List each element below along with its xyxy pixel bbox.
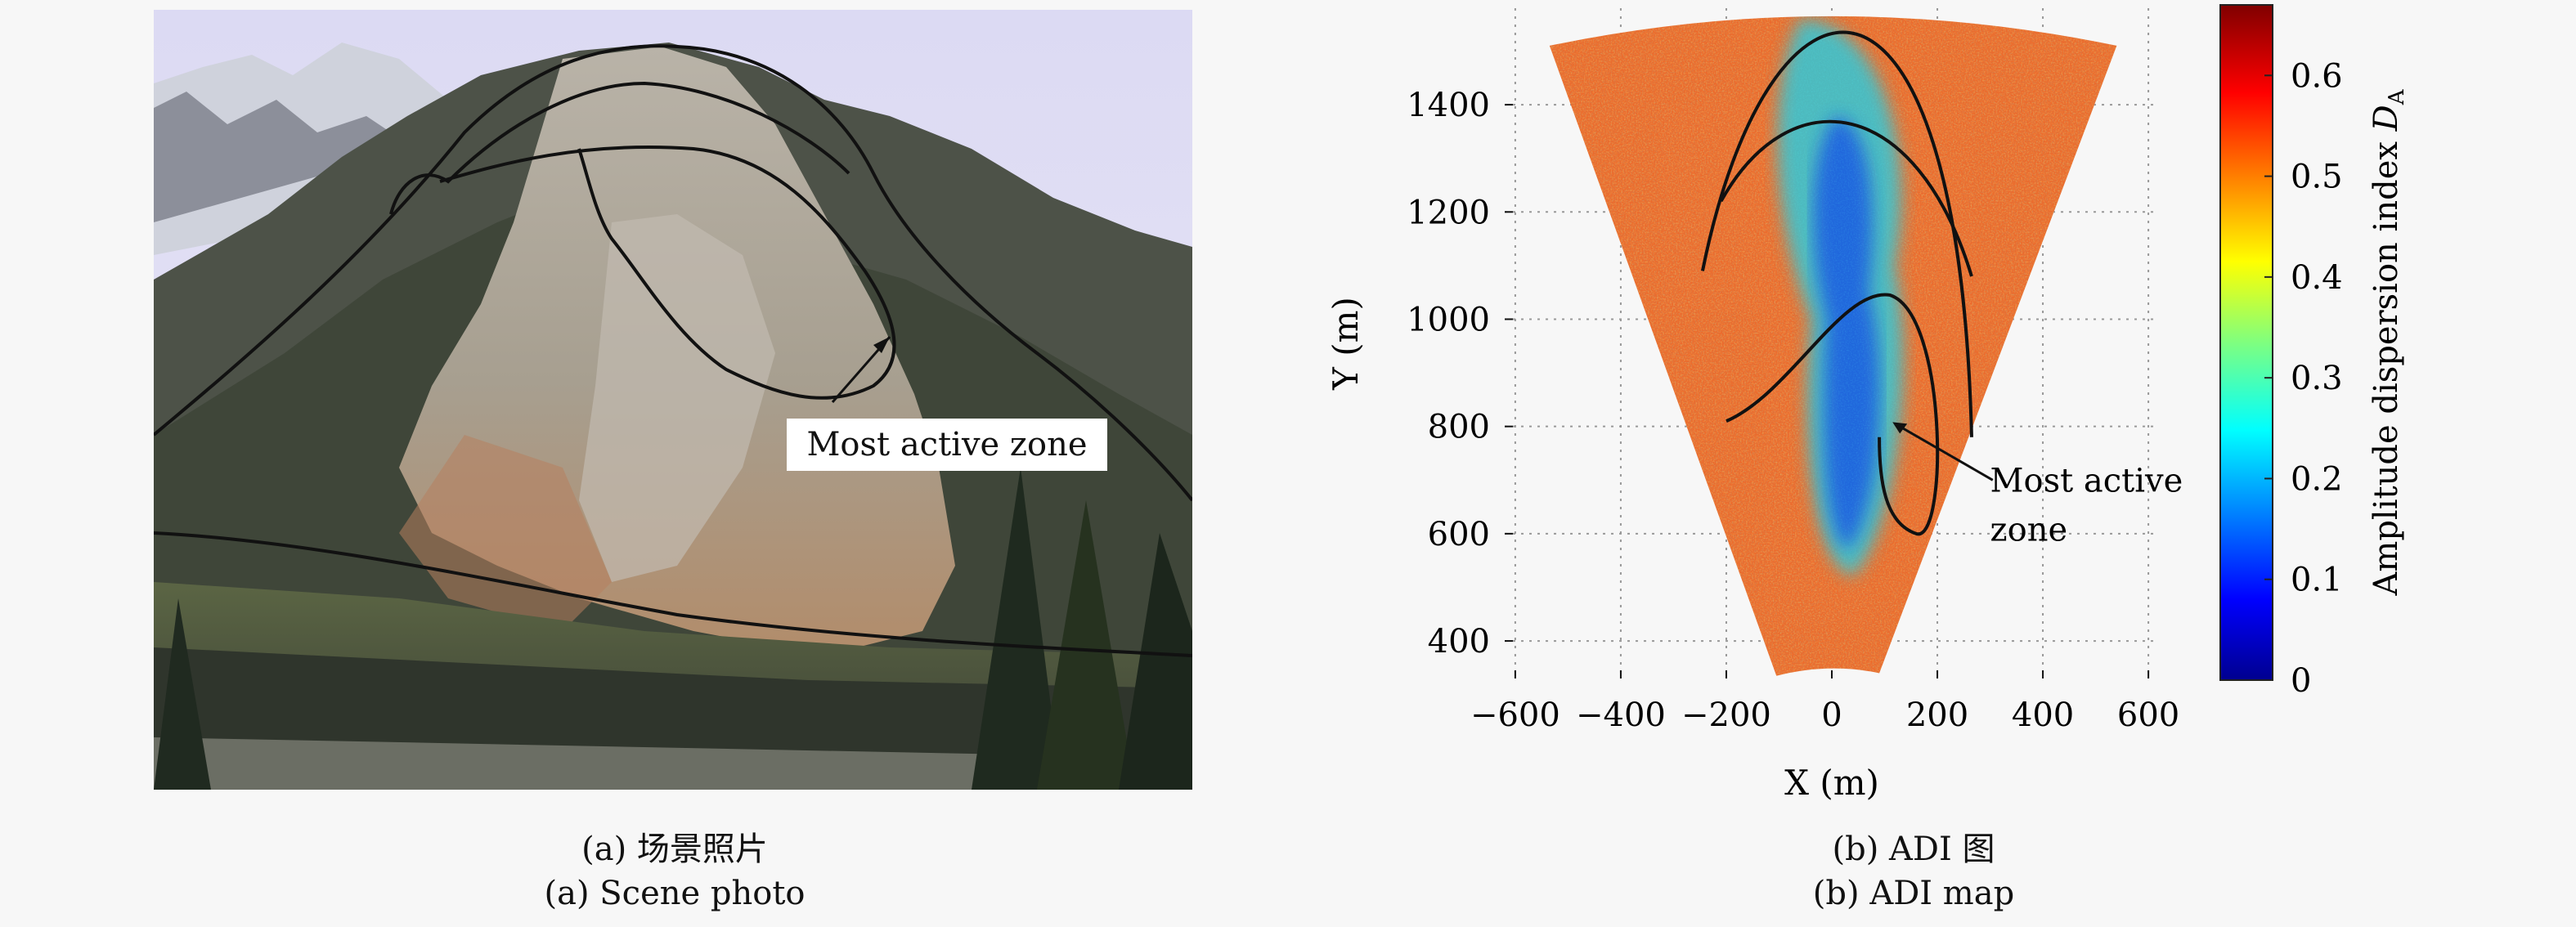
caption-b-en: (b) ADI map [1812, 875, 2015, 912]
y-tick-label: 1400 [1407, 87, 1490, 124]
y-tick-label: 400 [1428, 623, 1490, 661]
colorbar-tick-label: 0.3 [2291, 360, 2343, 397]
colorbar-tick-label: 0.6 [2291, 57, 2343, 95]
annotation-arrow-head [1892, 422, 1908, 434]
colorbar-tick-label: 0.2 [2291, 460, 2343, 498]
x-tick-label: −200 [1681, 696, 1771, 734]
adi-low-dispersion-zone [1549, 16, 2117, 676]
map-annotation-line1: Most active [1990, 462, 2183, 499]
y-tick-label: 1200 [1407, 194, 1490, 231]
x-tick-label: 0 [1821, 696, 1842, 734]
annotation-arrow-line [1894, 423, 1994, 481]
caption-a-cn: (a) 场景照片 [581, 831, 768, 868]
x-axis-label: X (m) [1784, 763, 1879, 803]
map-annotation-line2: zone [1990, 511, 2068, 549]
caption-b-cn: (b) ADI 图 [1832, 831, 1995, 868]
caption-a-en: (a) Scene photo [544, 875, 806, 912]
photo-annotation-label: Most active zone [787, 419, 1107, 471]
colorbar-tick-label: 0 [2291, 662, 2311, 700]
colorbar [2219, 4, 2273, 681]
colorbar-label: Amplitude dispersion index DA [2367, 88, 2409, 596]
adi-map-panel: Most active zone −600 −400 −200 0 200 400 600 400… [1284, 0, 2560, 912]
y-tick-label: 800 [1428, 409, 1490, 446]
scene-photo-drawing [154, 10, 1192, 790]
x-tick-label: 600 [2117, 696, 2179, 734]
y-tick-label: 600 [1428, 516, 1490, 553]
colorbar-tick-label: 0.1 [2291, 562, 2343, 599]
zone-outline-curve [1700, 30, 1973, 437]
x-tick-label: −400 [1576, 696, 1666, 734]
adi-plot-area: Most active zone −600 −400 −200 0 200 400 600 400… [1326, 4, 2409, 803]
x-tick-label: −600 [1470, 696, 1560, 734]
scene-photo [154, 10, 1192, 790]
zone-outline-curve [1719, 119, 1973, 277]
colorbar-tick-label: 0.4 [2291, 259, 2343, 297]
y-tick-label: 1000 [1407, 301, 1490, 338]
x-tick-label: 400 [2012, 696, 2074, 734]
adi-map-chart: Most active zone −600 −400 −200 0 200 400 600 400… [1326, 4, 2409, 803]
y-axis-label: Y (m) [1326, 297, 1366, 391]
zone-outline-curve [1726, 293, 1940, 535]
colorbar-tick-label: 0.5 [2291, 159, 2343, 196]
x-tick-label: 200 [1906, 696, 1968, 734]
